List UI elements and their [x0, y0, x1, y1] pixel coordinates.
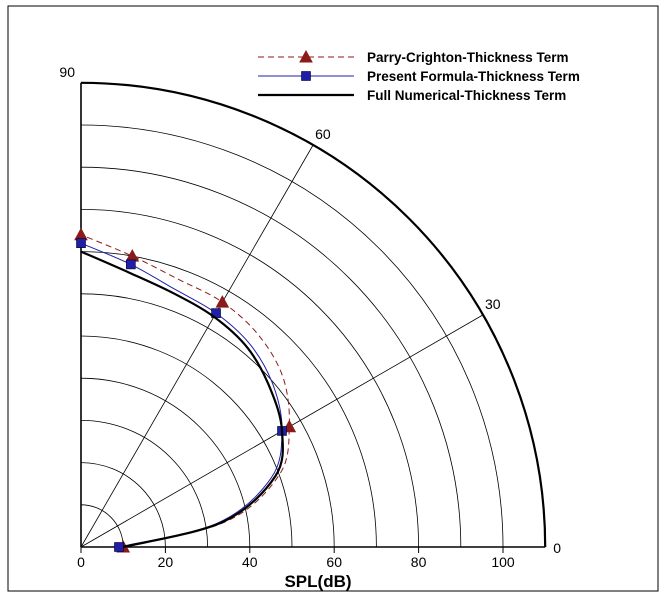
legend-label: Present Formula-Thickness Term [367, 69, 580, 84]
series-layer [74, 227, 297, 553]
outer-arc [80, 81, 547, 548]
polar-grid [80, 81, 547, 548]
grid-ring [80, 420, 208, 548]
triangle-marker [299, 49, 313, 63]
legend-label: Full Numerical-Thickness Term [367, 88, 566, 103]
grid-ring [80, 209, 419, 548]
series-line [80, 234, 290, 548]
grid-ring [80, 251, 377, 548]
square-marker [114, 542, 124, 552]
series-line [80, 242, 283, 548]
radial-tick-label: 20 [158, 554, 174, 570]
grid-ring [80, 166, 462, 548]
square-marker [126, 259, 136, 270]
grid-ring [80, 504, 124, 548]
grid-ring [80, 335, 293, 548]
radial-tick-label: 80 [411, 554, 427, 570]
legend: Parry-Crighton-Thickness Term Present For… [258, 49, 580, 103]
triangle-marker [215, 295, 230, 308]
angle-tick-label: 60 [315, 126, 331, 142]
tick-labels: 0 20 40 60 80 100 0 30 60 90 [59, 64, 561, 570]
spoke-60 [80, 144, 314, 548]
grid-ring [80, 124, 504, 548]
angle-tick-label: 90 [59, 64, 75, 80]
angle-tick-label: 0 [553, 540, 561, 556]
series-line [80, 250, 284, 549]
figure-frame [7, 5, 659, 592]
series-2 [80, 250, 284, 549]
radial-tick-label: 100 [491, 554, 515, 570]
legend-label: Parry-Crighton-Thickness Term [367, 50, 569, 65]
x-axis-label: SPL(dB) [284, 572, 351, 591]
radial-tick-label: 40 [242, 554, 258, 570]
radial-tick-label: 60 [326, 554, 342, 570]
angle-tick-label: 30 [485, 296, 501, 312]
square-marker [76, 238, 86, 248]
square-marker [301, 71, 311, 81]
radial-tick-label: 0 [77, 554, 85, 570]
grid-ring [80, 462, 166, 548]
grid-ring [80, 377, 251, 548]
